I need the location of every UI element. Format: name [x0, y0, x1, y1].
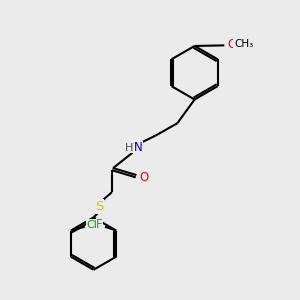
- Text: H: H: [125, 142, 134, 153]
- Text: Cl: Cl: [86, 220, 97, 230]
- Text: CH₃: CH₃: [234, 39, 253, 49]
- Text: N: N: [134, 141, 142, 154]
- Text: F: F: [96, 218, 103, 231]
- Text: O: O: [228, 38, 237, 51]
- Text: O: O: [139, 171, 148, 184]
- Text: S: S: [95, 200, 103, 213]
